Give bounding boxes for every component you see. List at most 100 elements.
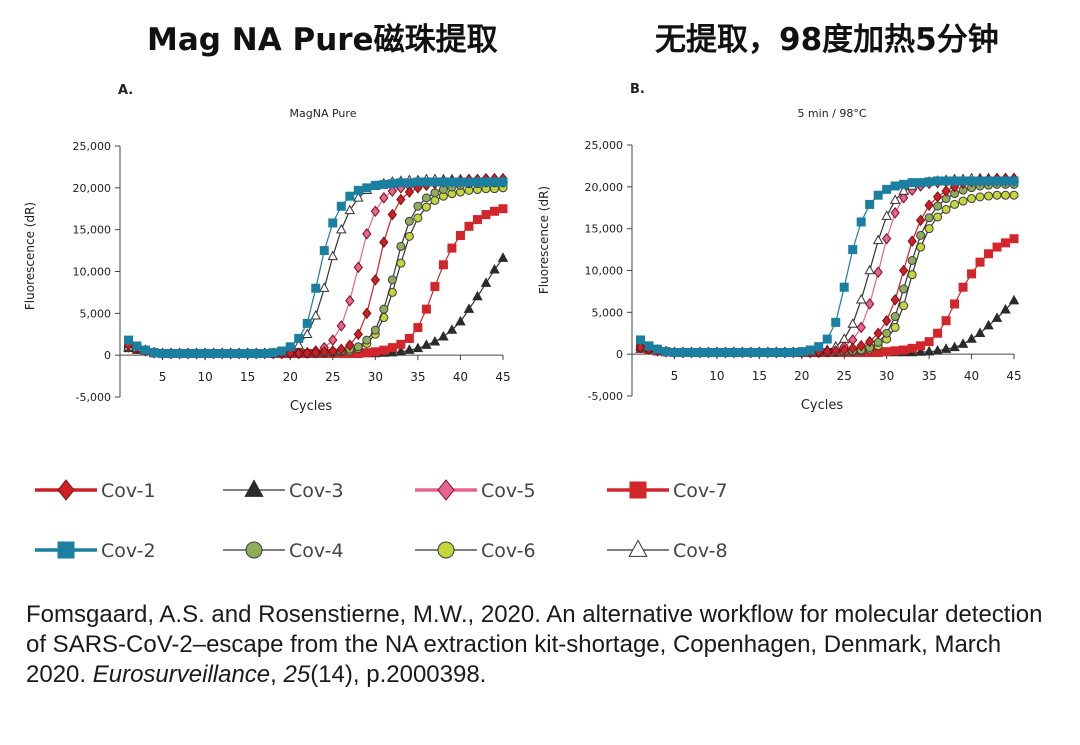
legend-item-cov-7: Cov-7 [607, 480, 728, 502]
data-point [200, 348, 210, 358]
data-point [737, 347, 747, 357]
data-point [472, 215, 482, 225]
data-point [924, 199, 934, 212]
data-point [958, 196, 968, 206]
data-point [413, 213, 423, 223]
series-line [640, 194, 1014, 354]
y-tick-label: 15,000 [585, 223, 624, 236]
data-point [387, 208, 397, 221]
data-point [396, 258, 406, 268]
data-point [992, 176, 1002, 186]
data-point [455, 231, 465, 241]
data-point [336, 223, 347, 234]
data-point [882, 314, 892, 327]
data-point [345, 191, 355, 201]
data-point [967, 194, 977, 204]
data-point [404, 231, 414, 241]
x-tick-label: 20 [794, 369, 809, 383]
data-point [984, 176, 994, 186]
series-cov-4 [635, 179, 1019, 357]
data-point [865, 298, 875, 310]
data-point [890, 322, 900, 332]
data-point [771, 347, 781, 357]
data-point [421, 193, 431, 203]
data-point [924, 224, 934, 234]
data-point [362, 307, 372, 320]
data-point [933, 328, 943, 338]
data-point [455, 177, 465, 187]
data-point [907, 178, 917, 188]
data-point [1008, 294, 1020, 305]
x-tick-label: 45 [1006, 369, 1021, 383]
data-point [882, 184, 892, 194]
data-point [703, 347, 713, 357]
data-point [924, 337, 934, 347]
legend-item-cov-1: Cov-1 [35, 479, 156, 502]
data-point [1001, 190, 1011, 200]
data-point [362, 335, 372, 345]
data-point [975, 176, 985, 186]
data-point [183, 348, 193, 358]
data-point [941, 316, 951, 326]
data-point [226, 348, 236, 358]
data-point [353, 261, 363, 274]
data-point [916, 178, 926, 188]
data-point [848, 245, 858, 255]
data-point [950, 199, 960, 209]
data-point [822, 345, 832, 358]
legend-label: Cov-3 [289, 480, 344, 502]
legend-marker [57, 479, 75, 501]
citation-volume: 25 [283, 661, 311, 688]
x-tick-label: 45 [495, 370, 510, 384]
data-point [404, 186, 415, 198]
data-point [328, 218, 338, 228]
x-axis-label: Cycles [801, 398, 844, 413]
data-point [251, 348, 261, 358]
x-tick-label: 25 [325, 370, 340, 384]
x-tick-label: 35 [921, 369, 936, 383]
data-point [907, 270, 917, 280]
data-point [865, 335, 875, 348]
data-point [438, 330, 449, 341]
data-point [984, 191, 994, 201]
data-point [831, 345, 841, 357]
data-point [890, 181, 900, 191]
data-point [865, 199, 875, 209]
data-point [1001, 238, 1011, 248]
y-tick-label: 25,000 [585, 139, 624, 152]
data-point [310, 310, 322, 320]
data-point [838, 333, 850, 343]
x-tick-label: 40 [964, 369, 979, 383]
data-point [720, 347, 730, 357]
x-tick-label: 15 [752, 369, 767, 383]
data-point [497, 252, 509, 262]
data-point [319, 346, 329, 358]
data-point [872, 234, 884, 245]
chart-title: 5 min / 98°C [797, 107, 866, 120]
legend-marker [57, 541, 75, 559]
data-point [940, 343, 952, 353]
data-point [158, 348, 168, 358]
data-point [950, 176, 960, 186]
data-point [387, 185, 397, 197]
data-point [430, 188, 440, 198]
data-point [882, 347, 892, 357]
chart-area: A. MagNA Pure -5,000 0 5,000 10,000 15,000 20,0… [23, 82, 1022, 562]
data-point [370, 325, 380, 335]
series-cov-2 [635, 176, 1019, 357]
x-axis-label: Cycles [290, 399, 333, 414]
data-point [429, 335, 441, 346]
data-point [379, 179, 389, 189]
data-point [498, 204, 508, 214]
data-point [472, 177, 482, 187]
data-point [873, 327, 883, 340]
data-point [404, 333, 414, 343]
data-point [915, 346, 926, 356]
data-point [328, 334, 338, 346]
data-point [991, 312, 1003, 322]
data-point [763, 347, 773, 357]
data-point [941, 185, 951, 197]
legend-label: Cov-5 [481, 480, 536, 502]
data-point [923, 345, 935, 356]
left-panel-heading: Mag NA Pure磁珠提取 [147, 22, 498, 58]
